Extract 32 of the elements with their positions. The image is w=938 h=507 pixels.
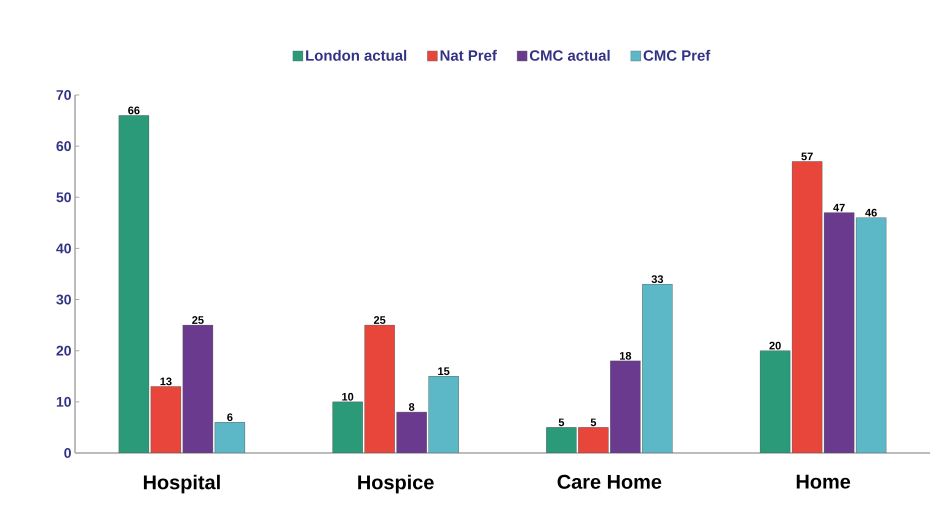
- y-tick-label: 40: [56, 243, 71, 254]
- x-tick-label: Home: [796, 474, 850, 489]
- y-tick-label: 60: [56, 141, 71, 152]
- data-label: 13: [160, 378, 172, 386]
- data-label: 6: [227, 413, 233, 422]
- data-label: 18: [620, 352, 632, 360]
- x-tick-label: Hospice: [358, 474, 434, 494]
- y-tick-label: 10: [56, 396, 71, 407]
- data-label: 47: [833, 204, 845, 212]
- data-label: 46: [865, 208, 877, 217]
- data-label: 5: [558, 418, 564, 426]
- y-tick-label: 20: [56, 346, 71, 356]
- legend-label: London actual: [306, 50, 406, 61]
- data-label: 5: [590, 418, 596, 426]
- y-tick-label: 70: [56, 90, 71, 100]
- y-tick-label: 50: [56, 192, 71, 202]
- data-label: 20: [769, 342, 781, 350]
- y-tick-label: 30: [56, 294, 71, 305]
- data-label: 25: [192, 316, 204, 324]
- data-label: 10: [342, 392, 354, 401]
- legend-label: CMC Pref: [644, 50, 710, 61]
- data-label: 15: [438, 367, 450, 376]
- legend-label: Nat Pref: [440, 50, 497, 61]
- data-label: 33: [652, 275, 664, 284]
- data-label: 8: [408, 403, 414, 411]
- data-label: 57: [801, 152, 813, 160]
- data-label: 25: [374, 316, 386, 324]
- x-tick-label: Hospital: [144, 474, 220, 494]
- data-label: 66: [128, 106, 140, 114]
- y-tick-label: 0: [64, 448, 71, 458]
- legend-label: CMC actual: [530, 50, 610, 61]
- x-tick-label: Care Home: [558, 474, 662, 489]
